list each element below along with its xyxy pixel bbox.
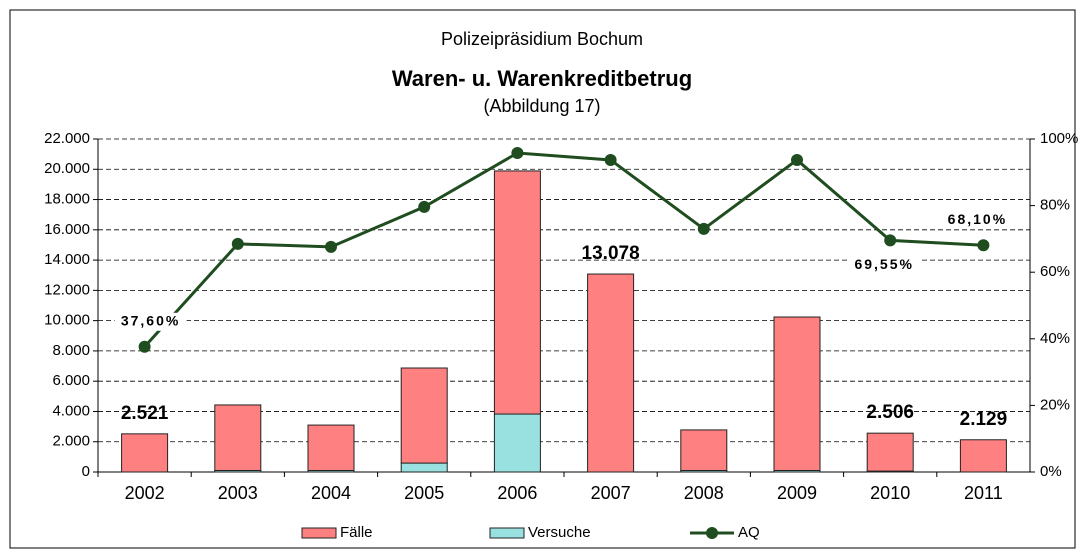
line-marker bbox=[604, 153, 617, 166]
y-tick-label: 14.000 bbox=[44, 251, 90, 268]
y-tick-label: 18.000 bbox=[44, 191, 90, 208]
bar bbox=[587, 273, 635, 473]
bar bbox=[959, 439, 1007, 473]
legend-swatch bbox=[489, 527, 525, 539]
line bbox=[143, 151, 984, 348]
y-tick-label: 8.000 bbox=[52, 342, 90, 359]
bar bbox=[400, 367, 448, 464]
legend-label: Fälle bbox=[340, 524, 373, 541]
bar bbox=[307, 424, 355, 471]
x-tick-label: 2006 bbox=[497, 483, 537, 503]
bar bbox=[493, 413, 541, 473]
x-tick-label: 2009 bbox=[777, 483, 817, 503]
bar bbox=[400, 462, 448, 473]
line-marker bbox=[977, 239, 990, 252]
x-tick-label: 2007 bbox=[591, 483, 631, 503]
y2-tick-label: 60% bbox=[1040, 263, 1070, 280]
data-label: 13.078 bbox=[582, 243, 640, 264]
chart-subtitle: (Abbildung 17) bbox=[483, 96, 600, 116]
y2-tick-label: 100% bbox=[1040, 130, 1078, 147]
chart-title: Waren- u. Warenkreditbetrug bbox=[392, 66, 692, 91]
data-label: 2.506 bbox=[866, 402, 914, 423]
data-label-bg bbox=[848, 256, 921, 275]
chart-supertitle: Polizeipräsidium Bochum bbox=[441, 29, 643, 49]
y-tick-label: 20.000 bbox=[44, 160, 90, 177]
data-label-bg bbox=[114, 312, 187, 331]
y2-tick-label: 80% bbox=[1040, 197, 1070, 214]
data-label-bg bbox=[941, 211, 1014, 230]
line-marker bbox=[884, 234, 897, 247]
y-tick-label: 2.000 bbox=[52, 433, 90, 450]
data-label: 37,60% bbox=[121, 312, 180, 328]
bar bbox=[493, 170, 541, 415]
y-tick-label: 6.000 bbox=[52, 372, 90, 389]
y2-tick-label: 0% bbox=[1040, 463, 1062, 480]
x-tick-label: 2011 bbox=[964, 483, 1003, 503]
y-tick-label: 0 bbox=[82, 463, 90, 480]
legend-swatch bbox=[301, 527, 337, 539]
data-label: 68,10% bbox=[948, 211, 1007, 227]
data-label: 2.129 bbox=[960, 409, 1008, 430]
line-marker bbox=[231, 237, 244, 250]
x-tick-label: 2008 bbox=[684, 483, 724, 503]
y2-tick-label: 20% bbox=[1040, 396, 1070, 413]
bar bbox=[214, 404, 262, 471]
legend-label: Versuche bbox=[528, 524, 591, 541]
line-marker bbox=[791, 153, 803, 166]
data-label: 2.521 bbox=[121, 403, 169, 424]
bar bbox=[773, 316, 821, 471]
y-tick-label: 12.000 bbox=[44, 281, 90, 298]
y-tick-label: 16.000 bbox=[44, 221, 90, 238]
line-marker bbox=[511, 146, 524, 159]
line-marker bbox=[138, 340, 151, 353]
y-tick-label: 10.000 bbox=[44, 312, 90, 329]
line-marker bbox=[418, 200, 431, 213]
data-label: 69,55% bbox=[854, 256, 913, 272]
x-tick-label: 2003 bbox=[218, 483, 258, 503]
y2-tick-label: 40% bbox=[1040, 330, 1070, 347]
legend-marker bbox=[706, 527, 718, 539]
x-tick-label: 2002 bbox=[125, 483, 165, 503]
legend-label: AQ bbox=[738, 524, 760, 541]
y-tick-label: 22.000 bbox=[44, 130, 90, 147]
x-tick-label: 2004 bbox=[311, 483, 351, 503]
bar bbox=[121, 433, 169, 473]
y-tick-label: 4.000 bbox=[52, 402, 90, 419]
x-tick-label: 2010 bbox=[870, 483, 910, 503]
bar bbox=[680, 429, 728, 471]
line-marker bbox=[697, 222, 710, 235]
bar bbox=[866, 432, 914, 472]
x-tick-label: 2005 bbox=[404, 483, 444, 503]
line-marker bbox=[325, 240, 337, 253]
